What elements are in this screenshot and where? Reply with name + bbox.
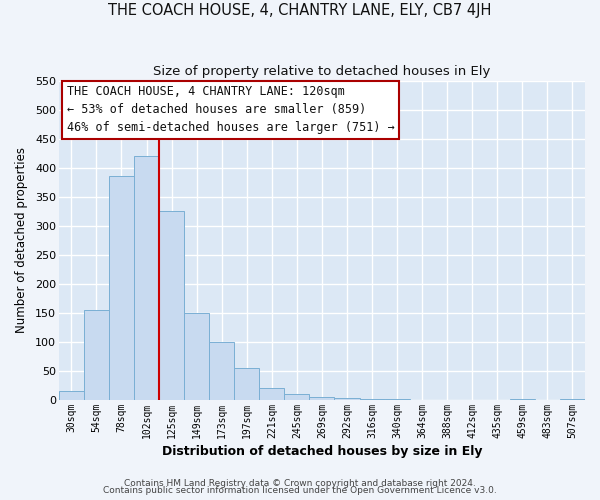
- Text: THE COACH HOUSE, 4, CHANTRY LANE, ELY, CB7 4JH: THE COACH HOUSE, 4, CHANTRY LANE, ELY, C…: [109, 2, 491, 18]
- Bar: [359, 399, 385, 400]
- Bar: [310, 396, 334, 400]
- Bar: [109, 176, 134, 400]
- Bar: [134, 156, 159, 400]
- Bar: [234, 368, 259, 400]
- Text: Contains HM Land Registry data © Crown copyright and database right 2024.: Contains HM Land Registry data © Crown c…: [124, 478, 476, 488]
- Bar: [385, 399, 410, 400]
- Bar: [59, 391, 84, 400]
- Bar: [84, 310, 109, 400]
- Text: THE COACH HOUSE, 4 CHANTRY LANE: 120sqm
← 53% of detached houses are smaller (85: THE COACH HOUSE, 4 CHANTRY LANE: 120sqm …: [67, 86, 394, 134]
- Bar: [159, 211, 184, 400]
- Bar: [184, 312, 209, 400]
- Title: Size of property relative to detached houses in Ely: Size of property relative to detached ho…: [153, 65, 491, 78]
- X-axis label: Distribution of detached houses by size in Ely: Distribution of detached houses by size …: [161, 444, 482, 458]
- Bar: [209, 342, 234, 400]
- Y-axis label: Number of detached properties: Number of detached properties: [15, 147, 28, 333]
- Bar: [284, 394, 310, 400]
- Bar: [510, 399, 535, 400]
- Bar: [334, 398, 359, 400]
- Bar: [259, 388, 284, 400]
- Bar: [560, 399, 585, 400]
- Text: Contains public sector information licensed under the Open Government Licence v3: Contains public sector information licen…: [103, 486, 497, 495]
